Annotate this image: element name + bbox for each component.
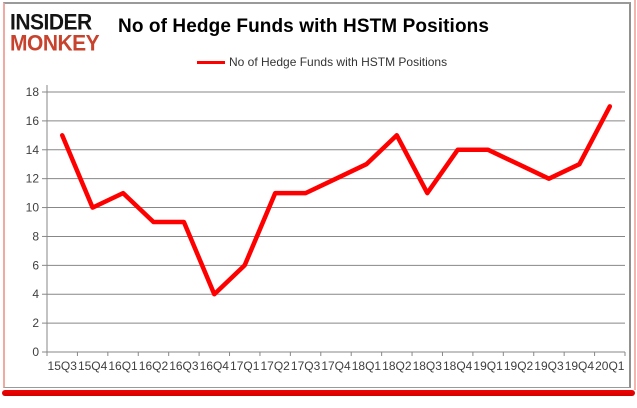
x-tick-label: 17Q2	[260, 359, 290, 373]
legend: No of Hedge Funds with HSTM Positions	[197, 55, 447, 69]
x-tick-label: 15Q3	[48, 359, 78, 373]
x-tick-label: 17Q1	[230, 359, 260, 373]
y-tick-label: 2	[32, 316, 39, 330]
legend-label: No of Hedge Funds with HSTM Positions	[229, 55, 448, 69]
y-tick-label: 12	[26, 172, 40, 186]
y-tick-label: 10	[26, 201, 40, 215]
x-tick-label: 20Q1	[595, 359, 625, 373]
chart-title: No of Hedge Funds with HSTM Positions	[118, 16, 490, 37]
x-tick-label: 16Q2	[139, 359, 169, 373]
x-tick-label: 18Q2	[382, 359, 412, 373]
x-tick-label: 16Q4	[200, 359, 230, 373]
x-tick-label: 19Q3	[534, 359, 564, 373]
x-tick-label: 19Q1	[473, 359, 503, 373]
x-tick-label: 18Q3	[413, 359, 443, 373]
y-tick-label: 6	[32, 258, 39, 272]
x-tick-label: 16Q1	[108, 359, 138, 373]
x-tick-label: 18Q1	[352, 359, 382, 373]
logo-insider-text: INSIDER	[10, 10, 92, 35]
card-bottom-red-accent	[2, 390, 635, 396]
x-tick-label: 19Q2	[504, 359, 534, 373]
x-tick-label: 15Q4	[78, 359, 108, 373]
y-tick-label: 8	[32, 229, 39, 243]
series-line	[59, 104, 613, 297]
y-tick-label: 18	[26, 85, 40, 99]
x-tick-label: 17Q3	[291, 359, 321, 373]
x-tick-label: 19Q4	[565, 359, 595, 373]
insider-monkey-logo: INSIDER MONKEY	[10, 10, 100, 56]
y-tick-label: 4	[32, 287, 39, 301]
x-tick-label: 16Q3	[169, 359, 199, 373]
x-tick-label: 18Q4	[443, 359, 473, 373]
x-tick-label: 17Q4	[321, 359, 351, 373]
y-tick-label: 0	[32, 345, 39, 359]
card-right-accent	[634, 0, 636, 390]
y-tick-label: 16	[26, 114, 40, 128]
y-tick-label: 14	[26, 143, 40, 157]
logo-monkey-text: MONKEY	[10, 31, 100, 56]
legend-line-swatch	[197, 60, 225, 64]
